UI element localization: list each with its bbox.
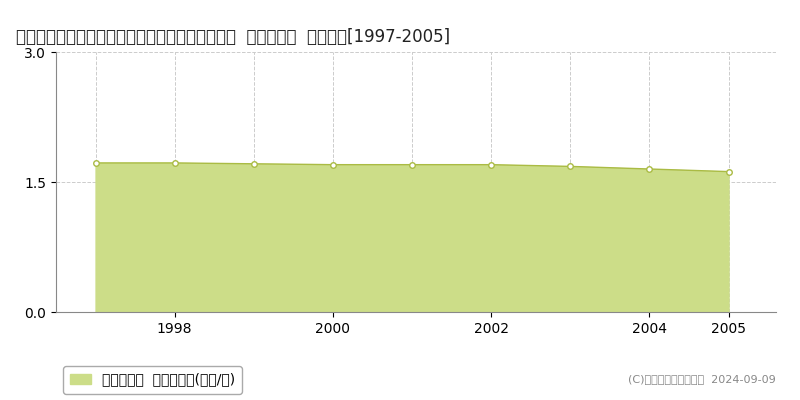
Text: 福島県東白川郡鮫川村大字富田字彦次郎２８７番  基準地価格  地価推移[1997-2005]: 福島県東白川郡鮫川村大字富田字彦次郎２８７番 基準地価格 地価推移[1997-2… <box>16 28 450 46</box>
Text: (C)土地価格ドットコム  2024-09-09: (C)土地価格ドットコム 2024-09-09 <box>628 374 776 384</box>
Legend: 基準地価格  平均坪単価(万円/坪): 基準地価格 平均坪単価(万円/坪) <box>63 366 242 394</box>
